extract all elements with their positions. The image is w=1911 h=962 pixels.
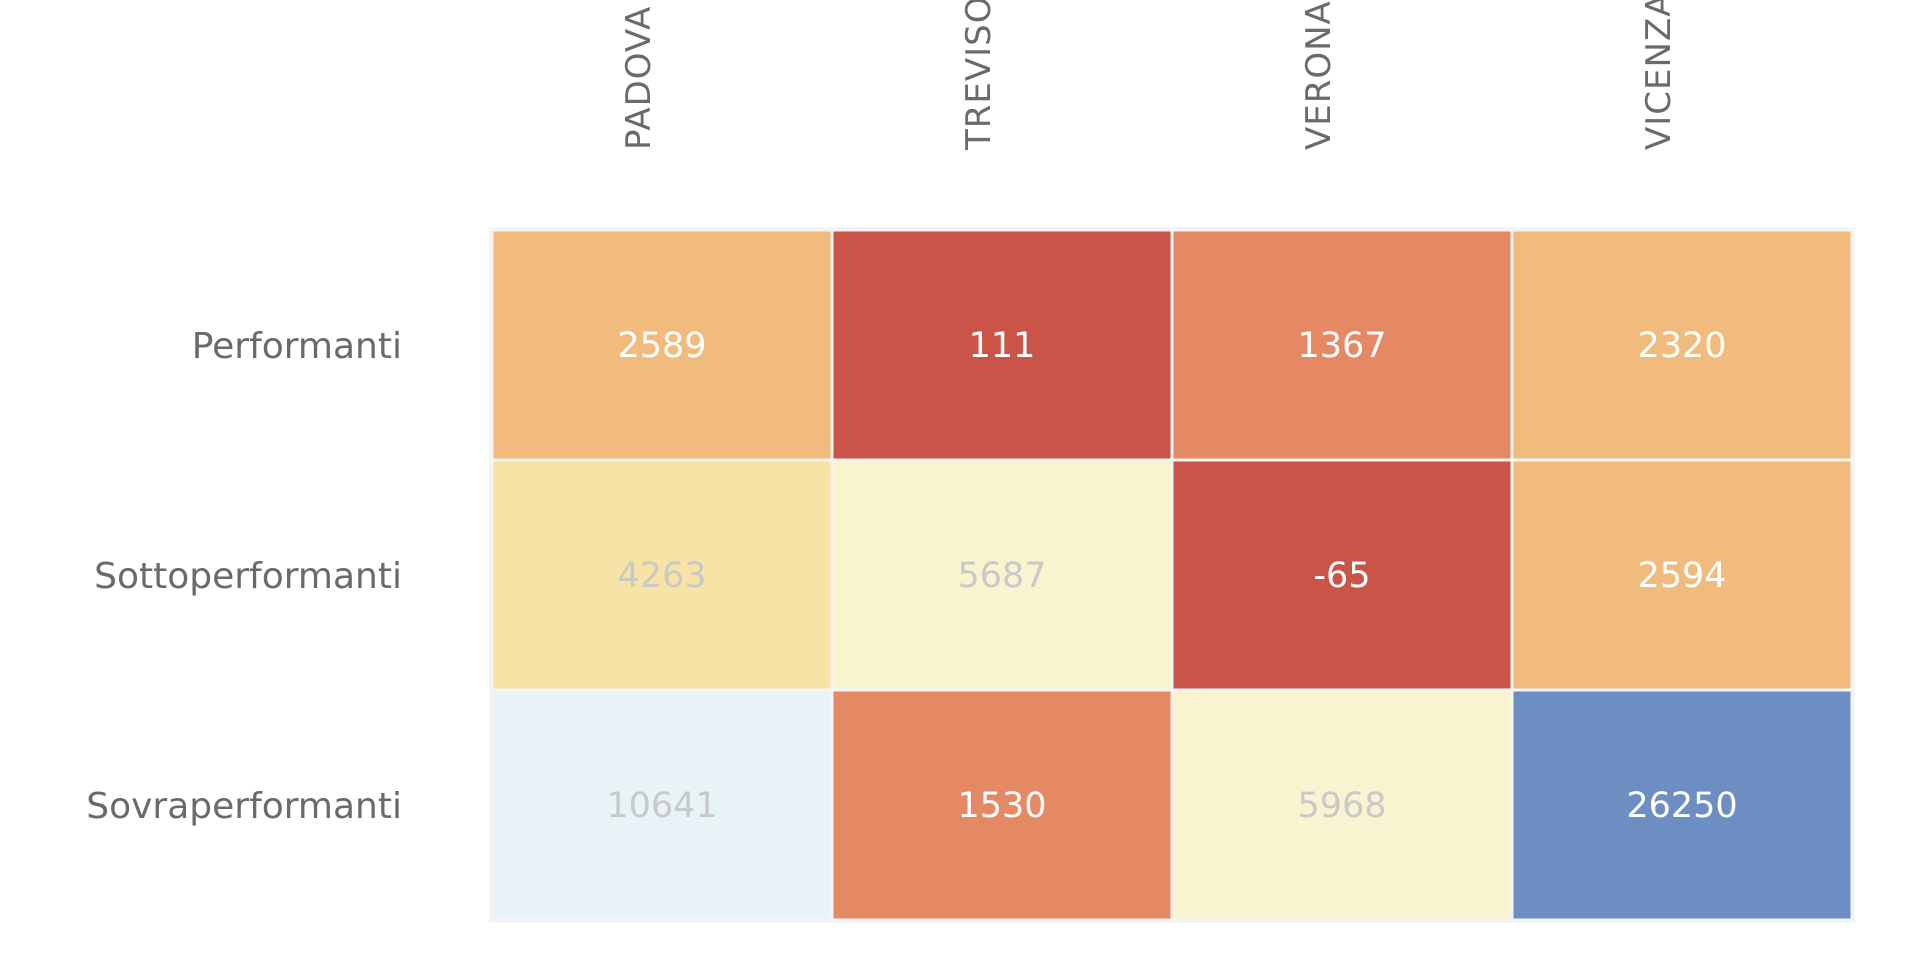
heatmap-values: 2589 111 1367 2320 4263 5687 -65 2594 10641 1530 5… [606,326,1737,826]
row-labels: Performanti Sottoperformanti Sovraperforma… [86,326,402,827]
heatmap-cell [493,231,831,459]
heatmap-cell [1173,231,1511,459]
row-label: Performanti [192,326,402,367]
heatmap-cell-value: 4263 [617,556,706,596]
row-label: Sottoperformanti [94,556,402,597]
heatmap-cell [833,461,1171,689]
heatmap-cell-value: 2320 [1637,326,1726,366]
heatmap-cell-value: 1367 [1297,326,1386,366]
heatmap-cell-value: 111 [969,326,1036,366]
heatmap-cell-value: 2589 [617,326,706,366]
heatmap-cell [1173,461,1511,689]
column-label: TREVISO [959,0,999,151]
column-label: VICENZA [1639,0,1679,150]
heatmap-cells [489,227,1855,923]
heatmap-cell [1513,691,1851,919]
row-label: Sovraperformanti [86,786,402,827]
heatmap-cell-value: 26250 [1626,786,1737,826]
heatmap-cell-value: 1530 [957,786,1046,826]
heatmap-cell [833,231,1171,459]
heatmap-cell [493,461,831,689]
heatmap-cell-value: -65 [1313,556,1370,596]
heatmap-cell [833,691,1171,919]
heatmap-cell [1173,691,1511,919]
column-label: VERONA [1299,0,1339,150]
heatmap-cell [493,691,831,919]
heatmap-cell-value: 5687 [957,556,1046,596]
heatmap-cell-value: 2594 [1637,556,1726,596]
column-label: PADOVA [619,6,659,150]
heatmap-cell-value: 10641 [606,786,717,826]
heatmap-cell [1513,231,1851,459]
heatmap-cell [1513,461,1851,689]
column-labels: PADOVA TREVISO VERONA VICENZA [619,0,1679,151]
heatmap-cell-value: 5968 [1297,786,1386,826]
